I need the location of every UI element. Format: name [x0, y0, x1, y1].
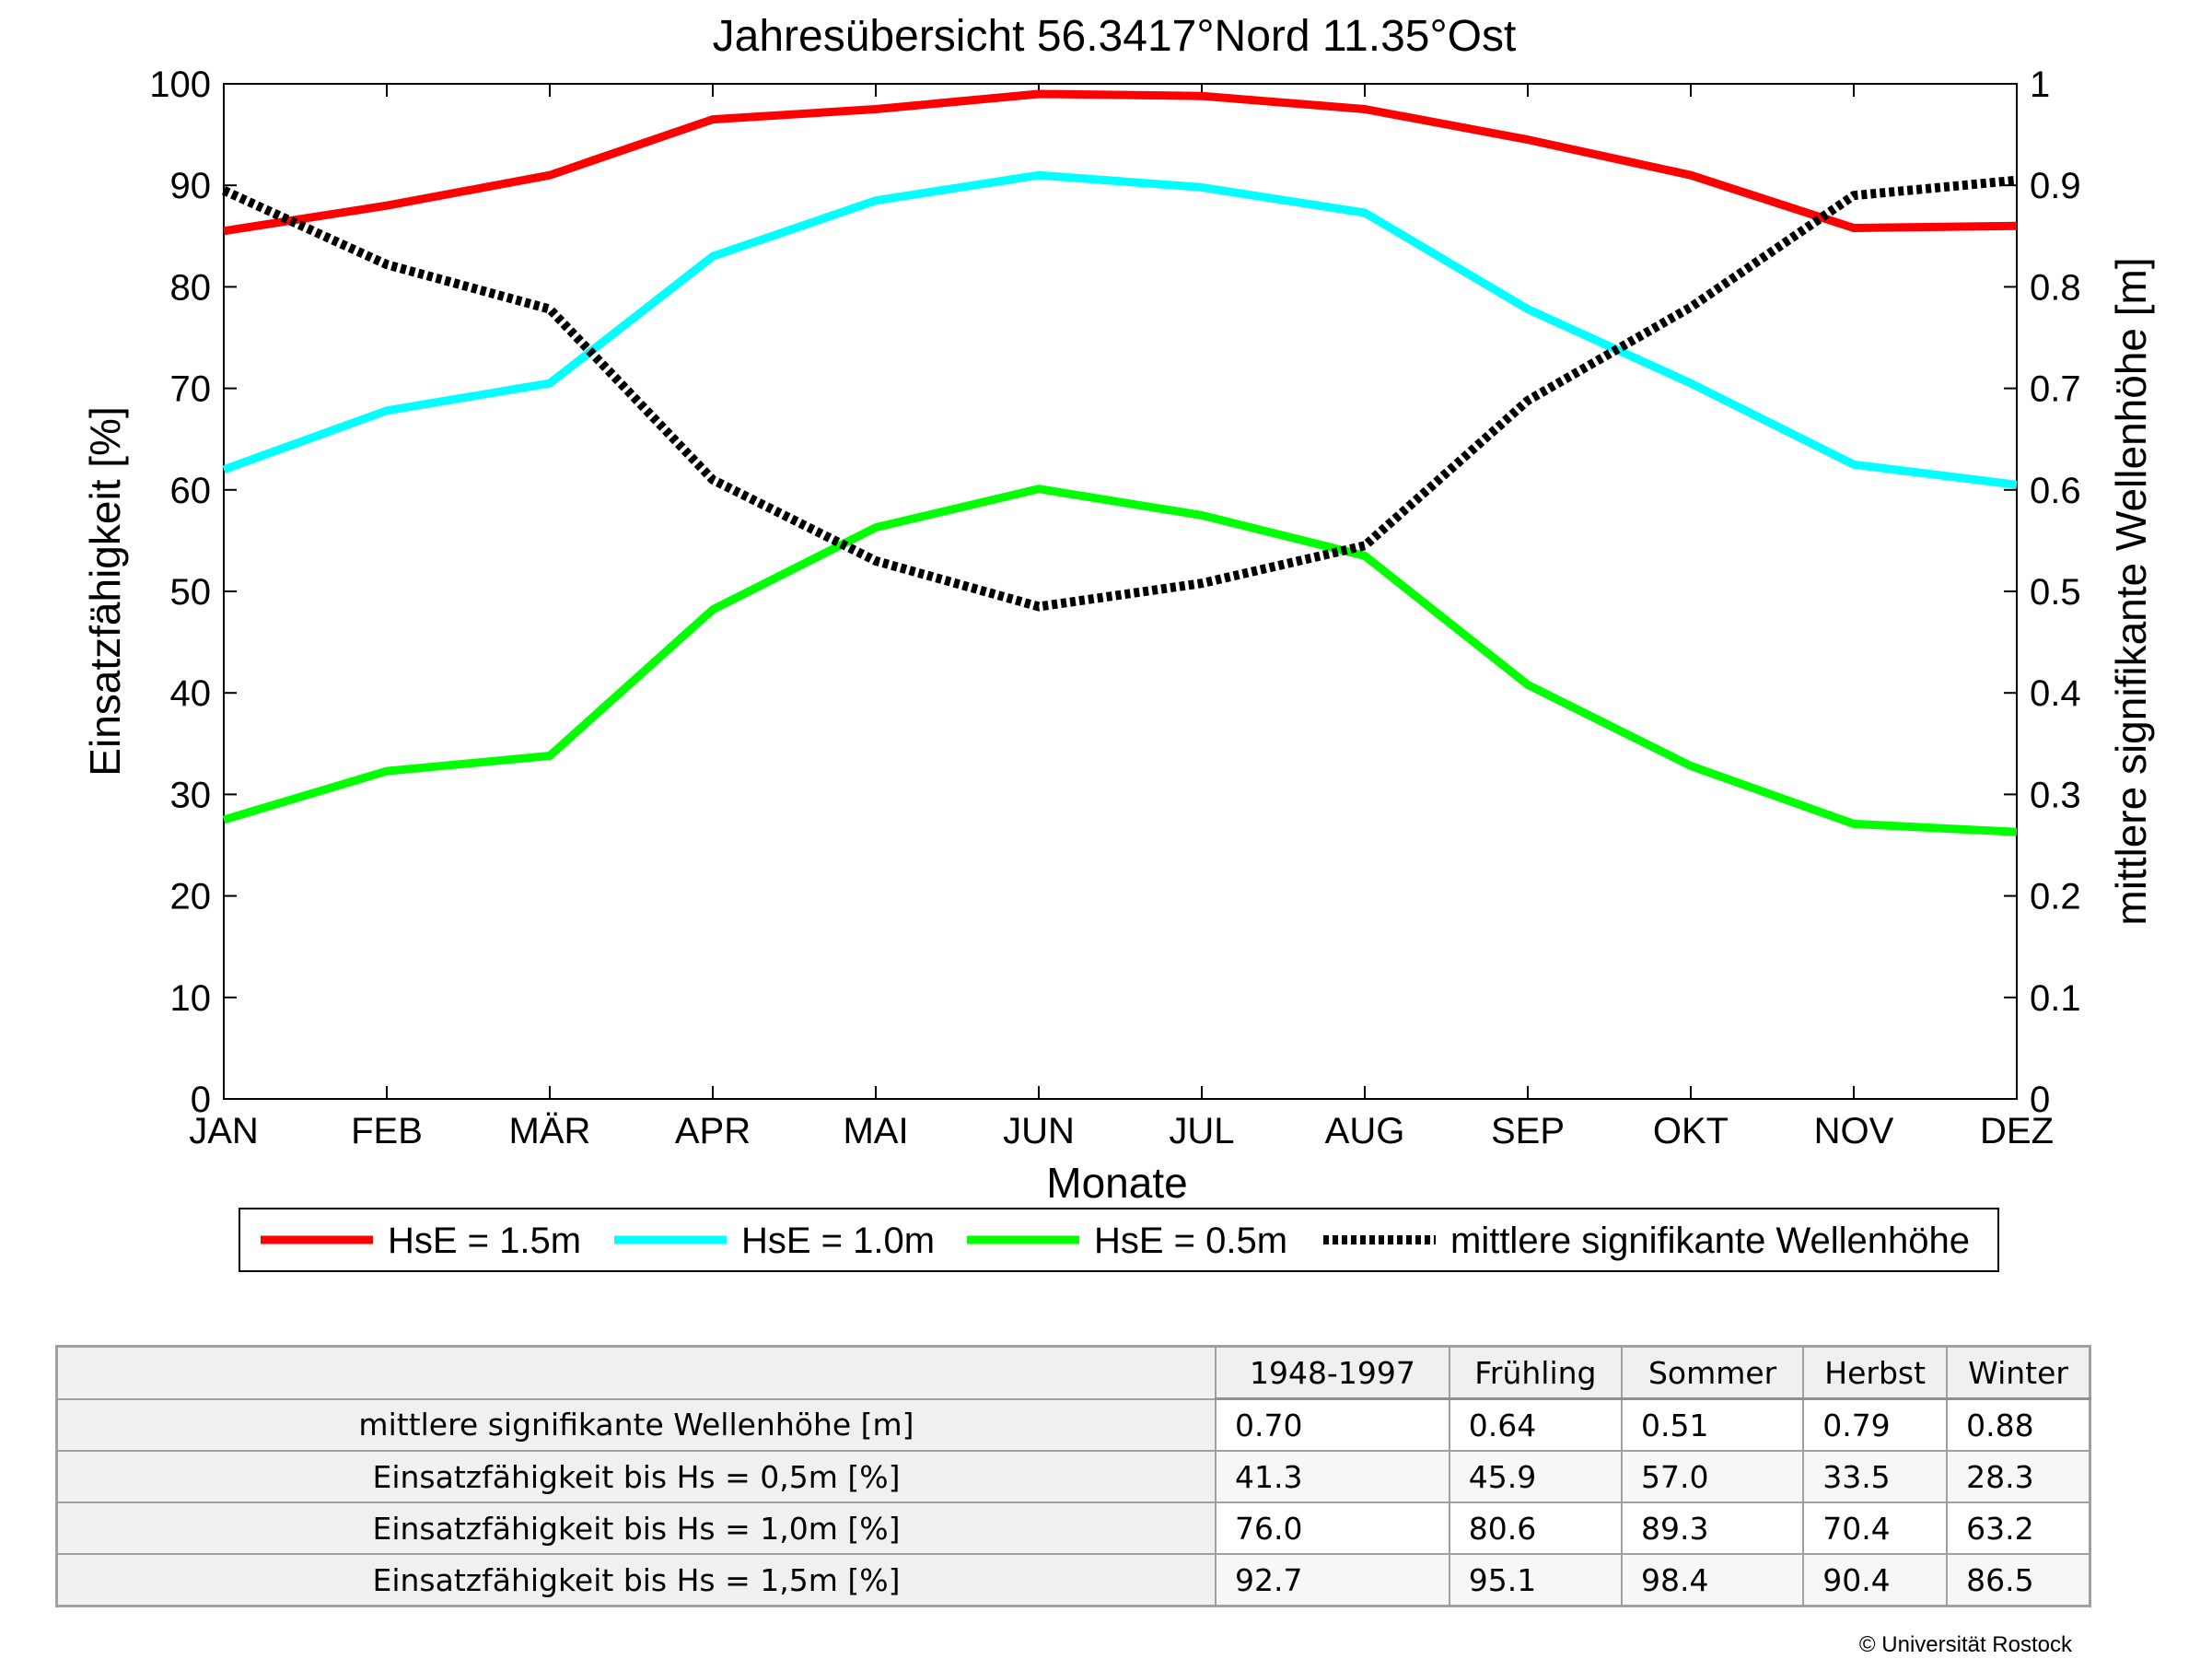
table-header-spring: Frühling — [1448, 1345, 1624, 1400]
table-cell: 89.3 — [1621, 1501, 1805, 1555]
x-axis: JAN FEB MÄR APR MAI JUN JUL AUG SEP OKT NOV DEZ — [189, 84, 2054, 1151]
x-tick-label: MÄR — [509, 1111, 591, 1151]
table-header-autumn: Herbst — [1802, 1345, 1949, 1400]
table-corner-cell — [55, 1345, 1217, 1400]
y-tick-label: 40 — [170, 673, 212, 714]
y2-tick-label: 0.8 — [2030, 267, 2081, 308]
table-row: mittlere signifikante Wellenhöhe [m] 0.7… — [55, 1397, 2091, 1452]
table-row: Einsatzfähigkeit bis Hs = 1,0m [%] 76.0 … — [55, 1501, 2091, 1555]
x-tick-label: JAN — [189, 1111, 259, 1151]
row-label: Einsatzfähigkeit bis Hs = 0,5m [%] — [55, 1450, 1217, 1503]
table-cell: 0.64 — [1448, 1397, 1624, 1452]
x-tick-label: APR — [675, 1111, 751, 1151]
y-tick-label: 0 — [191, 1080, 211, 1120]
y-tick-label: 80 — [170, 267, 212, 308]
y-axis-right: 0 0.1 0.2 0.3 0.4 0.5 0.6 0.7 0.8 0.9 1 — [2030, 64, 2081, 1120]
y2-tick-label: 1 — [2030, 64, 2050, 105]
table-header-summer: Sommer — [1621, 1345, 1805, 1400]
series-line-3 — [221, 175, 2018, 612]
y2-tick-label: 0 — [2030, 1080, 2050, 1120]
y2-tick-label: 0.7 — [2030, 369, 2081, 410]
series-group — [221, 89, 2018, 836]
table-cell: 95.1 — [1448, 1553, 1624, 1607]
table-cell: 33.5 — [1802, 1450, 1949, 1503]
y2-tick-label: 0.3 — [2030, 775, 2081, 815]
table-row: Einsatzfähigkeit bis Hs = 0,5m [%] 41.3 … — [55, 1450, 2091, 1503]
row-label: mittlere signifikante Wellenhöhe [m] — [55, 1397, 1217, 1452]
y-tick-label: 70 — [170, 369, 212, 410]
x-tick-label: SEP — [1491, 1111, 1565, 1151]
y-tick-label: 50 — [170, 572, 212, 613]
table-cell: 0.88 — [1946, 1397, 2091, 1452]
legend-box — [239, 1208, 1999, 1272]
y2-tick-label: 0.4 — [2030, 673, 2081, 714]
legend-label-2: HsE = 0.5m — [1094, 1221, 1287, 1261]
x-tick-label: NOV — [1814, 1111, 1894, 1151]
y-tick-label: 30 — [170, 775, 212, 815]
table-cell: 76.0 — [1215, 1501, 1450, 1555]
table-cell: 80.6 — [1448, 1501, 1624, 1555]
copyright-notice: © Universität Rostock — [1858, 1632, 2072, 1657]
y2-axis-label: mittlere signifikante Wellenhöhe [m] — [2107, 257, 2155, 925]
y-axis-label: Einsatzfähigkeit [%] — [81, 406, 129, 776]
x-axis-label: Monate — [1046, 1159, 1187, 1207]
x-tick-label: AUG — [1325, 1111, 1405, 1151]
x-tick-label: DEZ — [1980, 1111, 2054, 1151]
y2-tick-label: 0.1 — [2030, 978, 2081, 1019]
table-cell: 92.7 — [1215, 1553, 1450, 1607]
x-tick-label: FEB — [351, 1111, 423, 1151]
series-line-0 — [223, 89, 2018, 236]
y-tick-label: 100 — [149, 64, 211, 105]
stats-table: 1948-1997 Frühling Sommer Herbst Winter … — [55, 1345, 2091, 1607]
series-line-1 — [222, 170, 2018, 489]
row-label: Einsatzfähigkeit bis Hs = 1,0m [%] — [55, 1501, 1217, 1555]
y-tick-label: 10 — [170, 978, 212, 1019]
table-cell: 45.9 — [1448, 1450, 1624, 1503]
table-cell: 0.70 — [1215, 1397, 1450, 1452]
y-axis-left: 0 10 20 30 40 50 60 70 80 90 100 — [149, 64, 2017, 1120]
row-label: Einsatzfähigkeit bis Hs = 1,5m [%] — [55, 1553, 1217, 1607]
x-tick-label: JUL — [1169, 1111, 1234, 1151]
y2-tick-label: 0.6 — [2030, 471, 2081, 511]
x-tick-label: JUN — [1003, 1111, 1075, 1151]
y-tick-label: 90 — [170, 166, 212, 206]
series-line-2 — [222, 485, 2018, 836]
y2-tick-label: 0.9 — [2030, 166, 2081, 206]
table-cell: 0.79 — [1802, 1397, 1949, 1452]
table-cell: 90.4 — [1802, 1553, 1949, 1607]
y-tick-label: 60 — [170, 471, 212, 511]
table-cell: 98.4 — [1621, 1553, 1805, 1607]
chart: Jahresübersicht 56.3417°Nord 11.35°Ost 0… — [81, 12, 2155, 1272]
table-header-row: 1948-1997 Frühling Sommer Herbst Winter — [55, 1345, 2091, 1400]
chart-title: Jahresübersicht 56.3417°Nord 11.35°Ost — [713, 12, 1517, 61]
table-header-period: 1948-1997 — [1215, 1345, 1450, 1400]
legend-label-0: HsE = 1.5m — [388, 1221, 581, 1261]
table-cell: 63.2 — [1946, 1501, 2091, 1555]
y2-tick-label: 0.5 — [2030, 572, 2081, 613]
table-row: Einsatzfähigkeit bis Hs = 1,5m [%] 92.7 … — [55, 1553, 2091, 1607]
table-cell: 41.3 — [1215, 1450, 1450, 1503]
x-tick-label: MAI — [843, 1111, 908, 1151]
legend-label-3: mittlere signifikante Wellenhöhe — [1450, 1221, 1970, 1261]
table-header-winter: Winter — [1946, 1345, 2091, 1400]
table-cell: 70.4 — [1802, 1501, 1949, 1555]
y-tick-label: 20 — [170, 877, 212, 917]
table-cell: 86.5 — [1946, 1553, 2091, 1607]
legend-label-1: HsE = 1.0m — [741, 1221, 935, 1261]
y2-tick-label: 0.2 — [2030, 877, 2081, 917]
table-cell: 0.51 — [1621, 1397, 1805, 1452]
table-cell: 57.0 — [1621, 1450, 1805, 1503]
legend: HsE = 1.5m HsE = 1.0m HsE = 0.5m mittlere s… — [239, 1208, 1999, 1272]
table-cell: 28.3 — [1946, 1450, 2091, 1503]
x-tick-label: OKT — [1653, 1111, 1729, 1151]
